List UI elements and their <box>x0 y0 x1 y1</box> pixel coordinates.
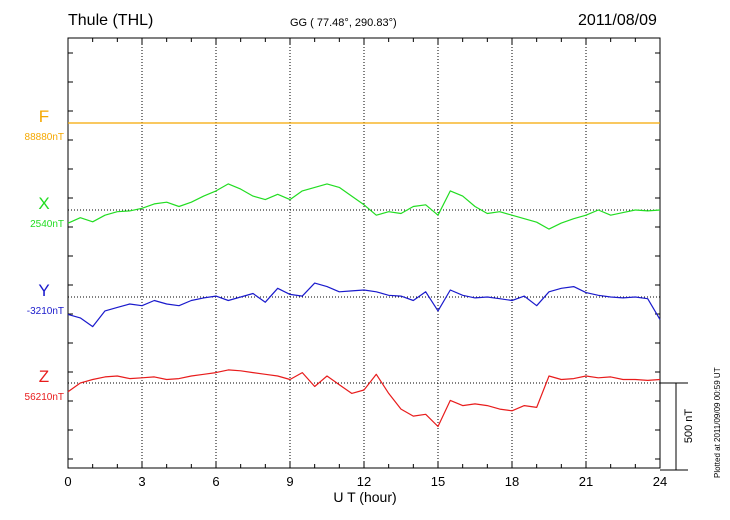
x-tick-label: 18 <box>505 474 519 489</box>
station-coordinates: GG ( 77.48°, 290.83°) <box>290 17 397 29</box>
scale-bar: 500 nT <box>660 382 695 471</box>
series-name-f: F <box>39 107 49 126</box>
series-line-y <box>67 282 661 328</box>
x-axis-label: U T (hour) <box>333 489 396 505</box>
series-name-y: Y <box>38 281 49 300</box>
plot-border <box>67 37 661 469</box>
scale-bar-label: 500 nT <box>683 409 695 444</box>
series-baseline-label-z: 56210nT <box>25 392 64 403</box>
x-tick-label: 12 <box>357 474 371 489</box>
x-tick-label: 24 <box>653 474 667 489</box>
station-title: Thule (THL) <box>68 12 154 29</box>
x-tick-label: 6 <box>212 474 219 489</box>
labels-layer: 0 3 6 9 12 15 18 21 24 F 88880nT X 2540nT Y -3210nT Z 56… <box>25 107 668 489</box>
plot-frame <box>67 37 661 469</box>
series-line-x <box>67 183 661 230</box>
x-tick-label: 15 <box>431 474 445 489</box>
series-layer <box>67 122 661 428</box>
series-baseline-label-y: -3210nT <box>27 306 64 317</box>
grid-lines <box>68 38 660 468</box>
date-label: 2011/08/09 <box>578 12 657 29</box>
plotted-timestamp: Plotted at 2011/09/09 00:59 UT <box>713 367 722 478</box>
series-line-z <box>67 369 661 428</box>
series-baseline-label-f: 88880nT <box>25 132 64 143</box>
x-tick-label: 3 <box>138 474 145 489</box>
x-tick-label: 9 <box>286 474 293 489</box>
x-tick-label: 21 <box>579 474 593 489</box>
series-name-z: Z <box>39 367 49 386</box>
x-tick-label: 0 <box>64 474 71 489</box>
series-baseline-label-x: 2540nT <box>30 219 64 230</box>
series-name-x: X <box>38 194 49 213</box>
